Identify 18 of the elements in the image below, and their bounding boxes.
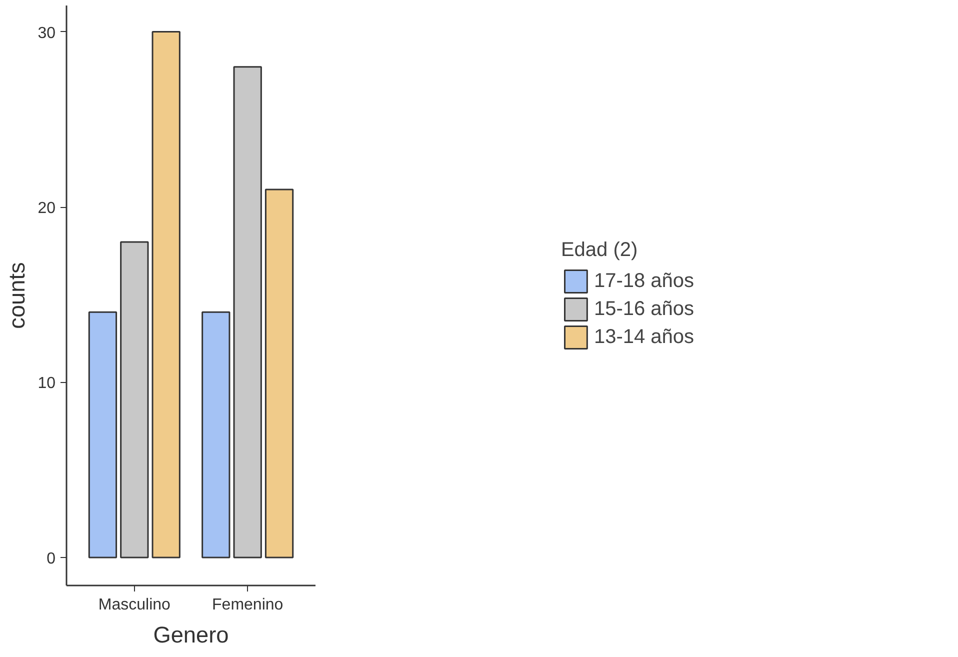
y-axis-title: counts	[4, 262, 30, 329]
y-tick-label: 0	[46, 550, 56, 568]
y-tick-label: 10	[38, 375, 56, 392]
bar	[202, 311, 230, 558]
legend-label: 15-16 años	[594, 298, 694, 320]
y-tick-label: 30	[38, 24, 56, 42]
x-tick-label: Masculino	[98, 596, 171, 614]
bar	[120, 241, 149, 558]
bar	[152, 31, 180, 558]
x-axis-title: Genero	[153, 622, 229, 648]
legend-label: 17-18 años	[594, 270, 694, 292]
y-tick-label: 20	[38, 200, 56, 218]
x-tick-label: Femenino	[212, 596, 284, 614]
bar	[233, 66, 262, 558]
legend-title: Edad (2)	[560, 239, 639, 262]
bar	[264, 188, 294, 558]
legend-label: 13-14 años	[594, 326, 694, 348]
bar	[88, 311, 118, 558]
